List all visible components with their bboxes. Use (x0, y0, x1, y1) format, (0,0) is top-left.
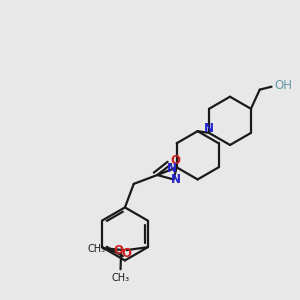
Text: N: N (167, 162, 177, 175)
Text: O: O (114, 244, 124, 256)
Text: OH: OH (274, 79, 292, 92)
Text: N: N (203, 122, 214, 135)
Text: N: N (171, 173, 181, 186)
Text: CH₃: CH₃ (112, 273, 130, 283)
Text: CH₃: CH₃ (88, 244, 106, 254)
Text: O: O (170, 154, 180, 167)
Text: O: O (121, 247, 131, 260)
